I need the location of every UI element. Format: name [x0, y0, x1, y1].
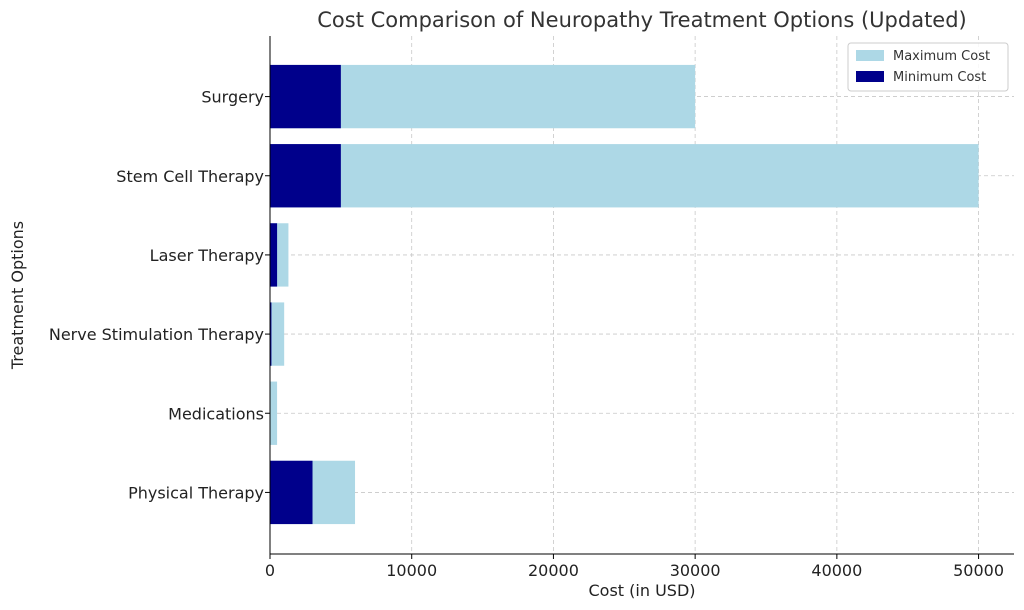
y-tick-label-physical-therapy: Physical Therapy [128, 483, 264, 502]
bar-maximum-cost-stem-cell-therapy [270, 144, 979, 208]
bar-minimum-cost-physical-therapy [270, 460, 313, 525]
legend-label-maximum-cost: Maximum Cost [893, 49, 990, 64]
y-tick-label-nerve-stimulation-therapy: Nerve Stimulation Therapy [49, 325, 264, 344]
legend-label-minimum-cost: Minimum Cost [893, 70, 986, 85]
legend-swatch-minimum-cost [856, 71, 884, 82]
legend-frame [847, 42, 1009, 92]
bar-maximum-cost-medications [270, 381, 278, 445]
y-ticks-layer: Physical Therapy Medications Nerve Stimula… [49, 88, 270, 502]
x-tick-label: 40000 [811, 561, 862, 580]
y-tick-label-stem-cell-therapy: Stem Cell Therapy [116, 167, 264, 186]
x-ticks-layer: 0 10000 20000 30000 40000 50000 [265, 554, 1004, 580]
bar-minimum-cost-laser-therapy [270, 223, 278, 287]
bars-layer [270, 64, 979, 525]
x-tick-label: 30000 [670, 561, 721, 580]
bar-maximum-cost-nerve-stimulation-therapy [270, 302, 285, 366]
bar-minimum-cost-nerve-stimulation-therapy [270, 302, 272, 366]
x-tick-label: 50000 [953, 561, 1004, 580]
x-tick-label: 20000 [528, 561, 579, 580]
y-tick-label-surgery: Surgery [201, 88, 264, 107]
x-tick-label: 10000 [386, 561, 437, 580]
x-tick-label: 0 [265, 561, 275, 580]
chart-title: Cost Comparison of Neuropathy Treatment … [317, 8, 967, 32]
bar-minimum-cost-surgery [270, 64, 341, 129]
x-axis-label: Cost (in USD) [589, 581, 696, 600]
bar-minimum-cost-stem-cell-therapy [270, 144, 341, 208]
y-axis-label: Treatment Options [8, 221, 27, 370]
y-tick-label-medications: Medications [168, 404, 264, 423]
y-tick-label-laser-therapy: Laser Therapy [150, 246, 264, 265]
legend-swatch-maximum-cost [856, 50, 884, 61]
legend: Maximum Cost Minimum Cost [847, 42, 1009, 92]
